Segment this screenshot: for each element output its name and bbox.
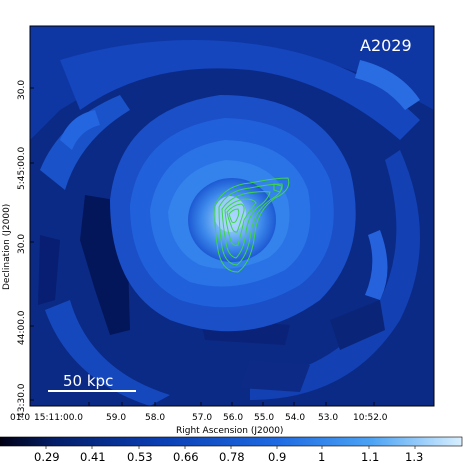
y-tick-label: 44:00.0 [17,310,27,345]
x-tick-label: 58.0 [145,413,165,423]
y-tick-label: 5:45:00.0 [17,146,27,190]
colorbar-label: 0.9 [268,450,286,463]
x-tick-label: 53.0 [318,413,338,423]
xray-temperature-map [30,26,434,406]
colorbar-label: 0.66 [173,450,199,463]
x-tick-label: 54.0 [285,413,305,423]
colorbar-label: 0.53 [127,450,153,463]
x-axis-title: Right Ascension (J2000) [176,426,283,436]
x-ticks [29,402,375,406]
x-tick-label: 01.0 [10,413,30,423]
scale-bar-label: 50 kpc [63,372,113,390]
y-tick-label: 30.0 [17,80,27,100]
y-tick-labels: 30.0 5:45:00.0 30.0 44:00.0 43:30.0 [17,80,27,418]
y-ticks [30,87,34,401]
y-axis-title: Declination (J2000) [2,204,12,290]
colorbar-label: 1 [318,450,325,463]
colorbar-ticks [45,446,416,449]
colorbar-tick-labels: 0.29 0.41 0.53 0.66 0.78 0.9 1 1.1 1.3 [34,450,423,463]
x-tick-label: 10:52.0 [353,413,388,423]
radio-contours [214,177,290,273]
x-tick-labels: 01.0 15:11:00.0 59.0 58.0 57.0 56.0 55.0… [10,413,388,423]
colorbar-label: 0.29 [34,450,60,463]
colorbar-label: 0.41 [80,450,106,463]
x-tick-label: 59.0 [106,413,126,423]
y-tick-label: 30.0 [17,234,27,254]
colorbar-label: 0.78 [219,450,245,463]
x-tick-label: 57.0 [192,413,212,423]
colorbar-label: 1.3 [405,450,423,463]
x-tick-label: 15:11:00.0 [34,413,83,423]
x-tick-label: 55.0 [254,413,274,423]
x-tick-label: 56.0 [223,413,243,423]
object-label: A2029 [360,36,412,55]
y-tick-label: 43:30.0 [17,383,27,418]
colorbar [0,436,463,447]
colorbar-label: 1.1 [361,450,379,463]
